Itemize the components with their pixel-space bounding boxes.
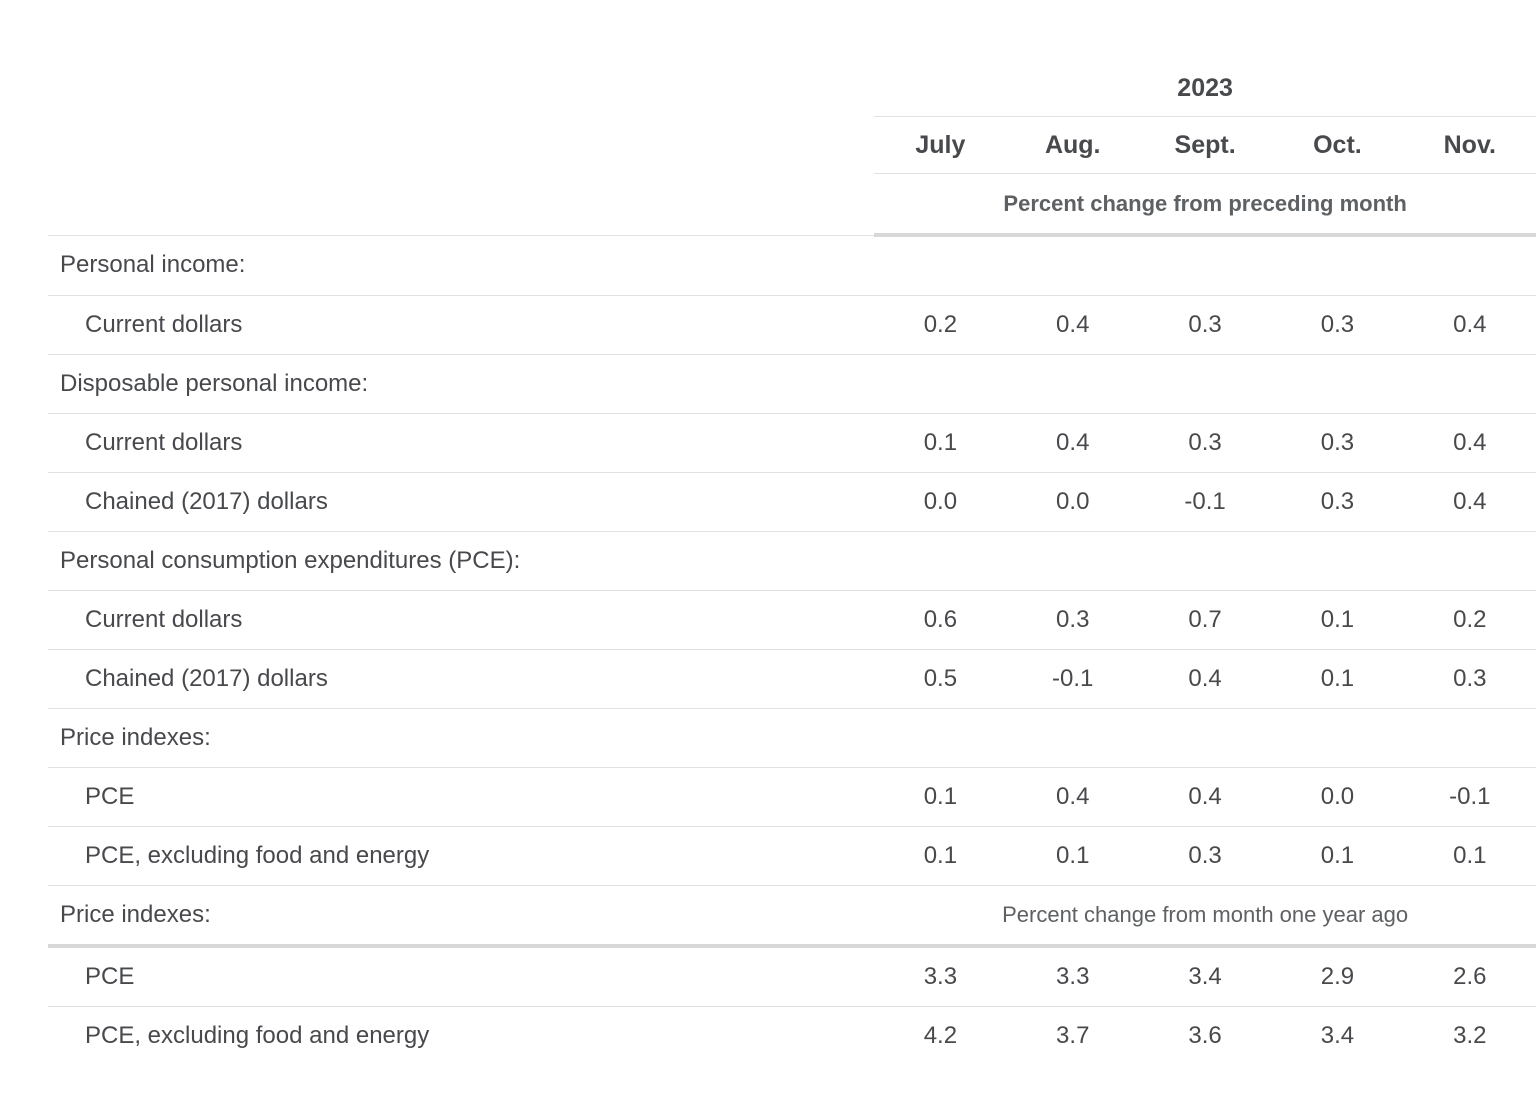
value-cell: 0.4 bbox=[1403, 413, 1536, 473]
value-cell: 0.2 bbox=[1403, 590, 1536, 650]
value-cell: 2.6 bbox=[1403, 946, 1536, 1007]
value-cell: 0.3 bbox=[1006, 590, 1139, 650]
row-label: PCE, excluding food and energy bbox=[48, 826, 875, 886]
table-body: Personal income: Current dollars 0.2 0.4 0.3… bbox=[48, 235, 1536, 1065]
value-cell: 0.7 bbox=[1138, 590, 1272, 650]
value-cell: 0.3 bbox=[1403, 649, 1536, 709]
value-cell: 0.1 bbox=[874, 826, 1007, 886]
value-cell: 0.1 bbox=[1403, 826, 1536, 886]
blank-header-cell bbox=[48, 60, 874, 117]
value-cell: 0.1 bbox=[874, 413, 1007, 473]
row-label: Chained (2017) dollars bbox=[48, 649, 875, 709]
value-cell: 0.0 bbox=[1006, 472, 1139, 532]
data-row: Current dollars 0.2 0.4 0.3 0.3 0.4 bbox=[48, 295, 1536, 355]
value-cell: 0.1 bbox=[1006, 826, 1139, 886]
value-cell: 0.1 bbox=[1271, 590, 1404, 650]
value-cell: 0.4 bbox=[1006, 295, 1139, 355]
value-cell: 3.6 bbox=[1188, 1022, 1222, 1049]
value-cell: 0.1 bbox=[1271, 649, 1404, 709]
value-cell: 0.3 bbox=[1138, 826, 1272, 886]
value-cell: 0.3 bbox=[1138, 295, 1272, 355]
section-label: Price indexes: bbox=[48, 885, 875, 948]
column-header-aug: Aug. bbox=[1006, 116, 1139, 174]
section-label: Price indexes: bbox=[48, 708, 875, 768]
blank-header-cell bbox=[48, 117, 874, 174]
value-cell: 3.3 bbox=[1006, 946, 1139, 1007]
value-cell: 0.4 bbox=[1006, 413, 1139, 473]
data-row: Chained (2017) dollars 0.5 -0.1 0.4 0.1 0.3 bbox=[48, 649, 1536, 709]
section-label: Disposable personal income: bbox=[48, 354, 875, 414]
column-header-july: July bbox=[874, 116, 1007, 174]
value-cell: 3.7 bbox=[1056, 1022, 1090, 1049]
value-cell: -0.1 bbox=[1403, 767, 1536, 827]
value-cell: 0.3 bbox=[1138, 413, 1272, 473]
row-label: Current dollars bbox=[48, 590, 875, 650]
empty-section-cell bbox=[874, 235, 1536, 296]
value-cell: -0.1 bbox=[1138, 472, 1272, 532]
value-cell: 0.6 bbox=[874, 590, 1007, 650]
value-cell: 3.3 bbox=[874, 946, 1007, 1007]
units-note-preceding-month: Percent change from preceding month bbox=[874, 173, 1536, 237]
row-label: PCE bbox=[48, 946, 875, 1007]
row-label: Current dollars bbox=[48, 295, 875, 355]
value-cell: 0.4 bbox=[1006, 767, 1139, 827]
section-row: Price indexes: bbox=[48, 708, 1536, 768]
income-outlays-table-container: 2023 July Aug. Sept. Oct. Nov. Percent chang… bbox=[48, 60, 1536, 1065]
data-row: Chained (2017) dollars 0.0 0.0 -0.1 0.3 0.4 bbox=[48, 472, 1536, 532]
value-cell: 0.4 bbox=[1403, 472, 1536, 532]
value-cell: 3.2 bbox=[1453, 1022, 1487, 1049]
data-row: Current dollars 0.1 0.4 0.3 0.3 0.4 bbox=[48, 413, 1536, 473]
value-cell: 0.2 bbox=[874, 295, 1007, 355]
data-row: PCE, excluding food and energy 4.2 3.7 3.6 3… bbox=[48, 1007, 1536, 1066]
value-cell: 0.0 bbox=[1271, 767, 1404, 827]
value-cell: 0.3 bbox=[1271, 413, 1404, 473]
row-label: PCE, excluding food and energy bbox=[85, 1022, 430, 1049]
month-header-row: July Aug. Sept. Oct. Nov. bbox=[48, 116, 1536, 174]
section-label: Personal consumption expenditures (PCE): bbox=[48, 531, 875, 591]
section-label: Personal income: bbox=[48, 235, 875, 296]
section-row: Personal consumption expenditures (PCE): bbox=[48, 531, 1536, 591]
row-label: PCE bbox=[48, 767, 875, 827]
data-row: PCE, excluding food and energy 0.1 0.1 0.3 0… bbox=[48, 826, 1536, 886]
year-header: 2023 bbox=[1177, 73, 1233, 102]
blank-header-cell bbox=[48, 173, 875, 236]
empty-section-cell bbox=[874, 531, 1536, 591]
value-cell: 2.9 bbox=[1271, 946, 1404, 1007]
value-cell: 0.1 bbox=[1271, 826, 1404, 886]
section-row: Price indexes: Percent change from month … bbox=[48, 885, 1536, 948]
section-row: Disposable personal income: bbox=[48, 354, 1536, 414]
value-cell: 0.1 bbox=[874, 767, 1007, 827]
table-header: 2023 July Aug. Sept. Oct. Nov. Percent chang… bbox=[48, 60, 1536, 237]
income-outlays-table: 2023 July Aug. Sept. Oct. Nov. Percent chang… bbox=[48, 60, 1536, 1065]
data-row: Current dollars 0.6 0.3 0.7 0.1 0.2 bbox=[48, 590, 1536, 650]
value-cell: 0.4 bbox=[1403, 295, 1536, 355]
value-cell: 0.3 bbox=[1271, 295, 1404, 355]
value-cell: 0.5 bbox=[874, 649, 1007, 709]
column-header-oct: Oct. bbox=[1271, 116, 1404, 174]
value-cell: 3.4 bbox=[1320, 1022, 1355, 1049]
empty-section-cell bbox=[874, 708, 1536, 768]
value-cell: 0.4 bbox=[1138, 767, 1272, 827]
column-header-sept: Sept. bbox=[1138, 116, 1272, 174]
value-cell: 0.3 bbox=[1271, 472, 1404, 532]
data-row: PCE 0.1 0.4 0.4 0.0 -0.1 bbox=[48, 767, 1536, 827]
data-row: PCE 3.3 3.3 3.4 2.9 2.6 bbox=[48, 946, 1536, 1007]
empty-section-cell bbox=[874, 354, 1536, 414]
value-cell: 0.4 bbox=[1138, 649, 1272, 709]
row-label: Chained (2017) dollars bbox=[48, 472, 875, 532]
value-cell: -0.1 bbox=[1006, 649, 1139, 709]
units-header-row: Percent change from preceding month bbox=[48, 173, 1536, 237]
value-cell: 3.4 bbox=[1138, 946, 1272, 1007]
value-cell: 0.0 bbox=[874, 472, 1007, 532]
value-cell: 4.2 bbox=[923, 1022, 958, 1049]
units-note-year-ago: Percent change from month one year ago bbox=[874, 885, 1536, 948]
section-row: Personal income: bbox=[48, 235, 1536, 296]
year-header-row: 2023 bbox=[48, 60, 1536, 117]
row-label: Current dollars bbox=[48, 413, 875, 473]
column-header-nov: Nov. bbox=[1403, 116, 1536, 174]
